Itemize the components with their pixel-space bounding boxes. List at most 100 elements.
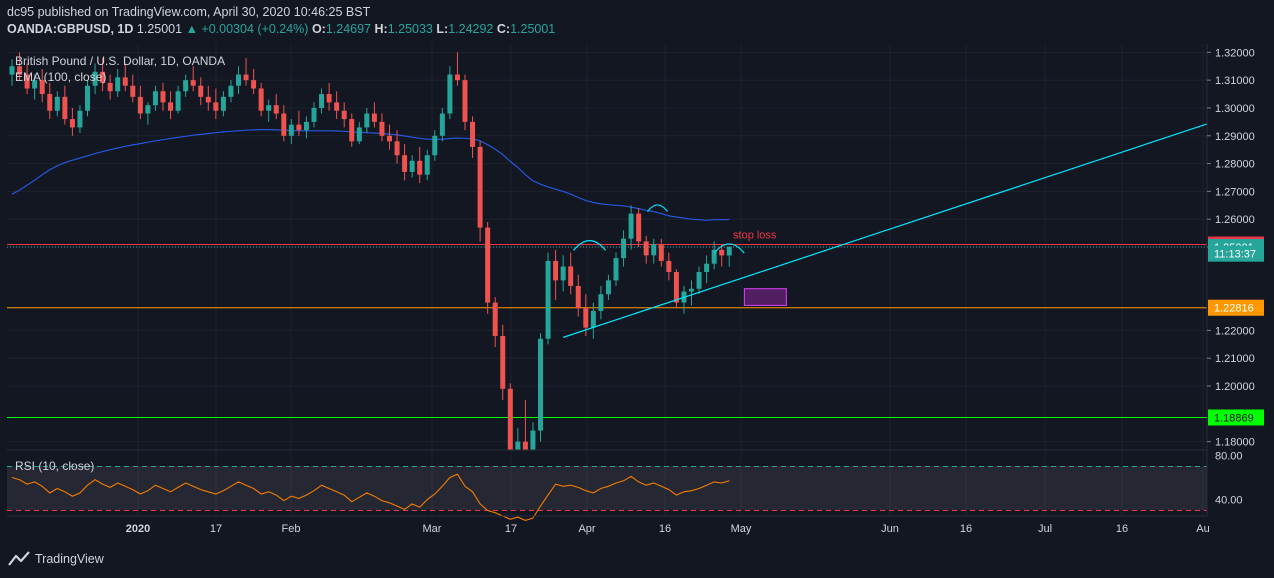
- candle-body: [32, 80, 38, 89]
- candle-body: [334, 102, 340, 111]
- price-tag-bg: [1208, 299, 1264, 316]
- candle-body: [77, 110, 83, 128]
- level-lines: [7, 244, 1207, 418]
- candle-body: [462, 80, 468, 122]
- ema-legend[interactable]: EMA (100, close): [15, 70, 107, 84]
- candle-body: [387, 135, 392, 142]
- time-tick-label: May: [731, 523, 752, 535]
- candle-body: [651, 244, 657, 256]
- time-tick-label: 16: [960, 523, 972, 535]
- price-tick-label: 1.28000: [1215, 159, 1255, 171]
- trend-line: [562, 123, 1208, 338]
- price-tick-label: 1.31000: [1215, 75, 1255, 87]
- time-tick-label: Jun: [881, 523, 899, 535]
- instrument-legend[interactable]: British Pound / U.S. Dollar, 1D, OANDA: [15, 54, 226, 68]
- up-arrow-icon: ▲: [185, 22, 198, 36]
- candle-body: [696, 272, 702, 289]
- open-value: 1.24697: [325, 22, 372, 36]
- candle-body: [220, 96, 226, 111]
- candle-body: [726, 246, 732, 256]
- price-tag-label: 1.18869: [1214, 412, 1254, 424]
- candle-body: [303, 121, 309, 131]
- candle-body: [24, 74, 30, 89]
- header-bar: dc95 published on TradingView.com, April…: [0, 0, 1274, 44]
- price-tick-label: 1.26000: [1215, 214, 1255, 226]
- time-tick-label: Jul: [1038, 523, 1052, 535]
- grid: [7, 44, 1207, 516]
- time-tick-label: 17: [210, 523, 222, 535]
- axes: 1.32000 1.31000 1.30000 1.29000 1.28000 1.270…: [7, 44, 1274, 535]
- price-tick-label: 1.22000: [1215, 325, 1255, 337]
- candle-body: [568, 266, 574, 286]
- price-tick-label: 1.30000: [1215, 103, 1255, 115]
- change-value: +0.00304 (+0.24%): [201, 22, 309, 36]
- candle-body: [54, 96, 60, 111]
- target-box: [743, 288, 787, 306]
- candle-body: [17, 66, 23, 75]
- candle-body: [515, 441, 521, 450]
- candle-body: [175, 91, 181, 111]
- candle-body: [228, 85, 234, 97]
- candle-body: [590, 310, 596, 328]
- head-arc: [647, 204, 669, 212]
- candle-body: [62, 96, 68, 120]
- candle-body: [152, 91, 158, 106]
- candle-body: [628, 213, 634, 239]
- candle-body: [100, 71, 106, 83]
- candle-body: [507, 388, 513, 450]
- candle-body: [689, 288, 694, 292]
- candle-body: [198, 85, 204, 97]
- candle-body: [553, 260, 559, 281]
- time-tick-label: Mar: [423, 523, 442, 535]
- rsi-legend[interactable]: RSI (10, close): [15, 459, 95, 473]
- price-chart[interactable]: stop loss 1.320001.310001.300001.290001.…: [0, 0, 1274, 542]
- candle-body: [538, 338, 543, 431]
- symbol-label[interactable]: OANDA:GBPUSD, 1D: [7, 22, 134, 36]
- published-line: dc95 published on TradingView.com, April…: [7, 5, 371, 19]
- time-tick-label: 2020: [126, 523, 150, 535]
- candle-body: [485, 227, 491, 303]
- candle-body: [704, 263, 710, 273]
- right-shoulder-arc: [713, 243, 745, 254]
- high-label: H:: [374, 22, 388, 36]
- candle-body: [326, 94, 332, 103]
- candle-body: [273, 105, 279, 114]
- candle-body: [92, 71, 98, 86]
- candle-body: [575, 285, 581, 309]
- rsi-pane: [7, 449, 1207, 521]
- candle-body: [190, 80, 196, 86]
- candle-body: [296, 124, 302, 131]
- candle-body: [658, 244, 664, 261]
- tradingview-logo[interactable]: TradingView: [8, 551, 104, 567]
- candle-body: [236, 74, 241, 86]
- candle-body: [598, 294, 604, 311]
- low-value: 1.24292: [448, 22, 494, 36]
- candle-body: [711, 249, 717, 264]
- price-tick-label: 1.29000: [1215, 131, 1255, 143]
- time-tick-label: Au: [1196, 523, 1209, 535]
- candle-body: [319, 94, 325, 108]
- candle-body: [122, 77, 128, 86]
- plot-background: [7, 44, 1207, 516]
- candle-body: [266, 105, 272, 111]
- candle-body: [477, 146, 483, 228]
- rsi-line: [11, 473, 730, 521]
- candle-body: [258, 88, 264, 111]
- tradingview-brand: TradingView: [35, 552, 104, 566]
- drawings: stop loss: [562, 123, 1208, 338]
- price-tick-label: 1.21000: [1215, 353, 1255, 365]
- candle-body: [371, 113, 377, 122]
- candle-body: [500, 335, 506, 389]
- candle-body: [115, 77, 121, 92]
- candle-body: [251, 80, 257, 89]
- candle-body: [364, 113, 370, 128]
- left-shoulder-arc: [573, 239, 607, 251]
- stop-loss-label: stop loss: [733, 230, 777, 242]
- quote-line: OANDA:GBPUSD, 1D 1.25001 ▲ +0.00304 (+0.…: [7, 22, 555, 36]
- ema-polyline: [11, 129, 730, 221]
- rsi-tick-label: 80.00: [1215, 451, 1243, 463]
- candle-body: [356, 127, 362, 142]
- candle-body: [719, 249, 725, 256]
- candle-body: [130, 85, 136, 97]
